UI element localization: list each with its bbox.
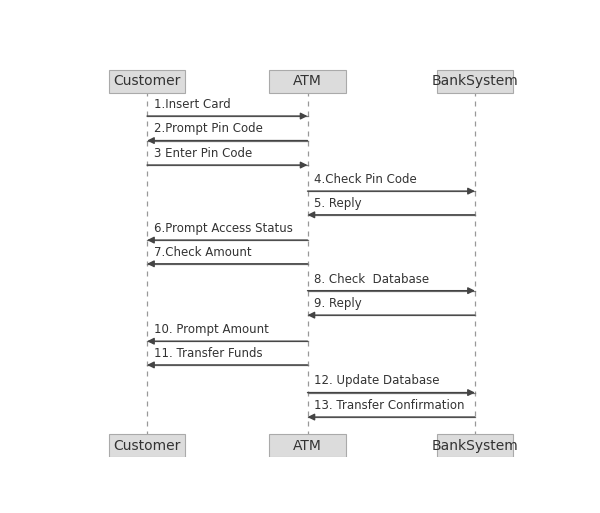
Text: 3 Enter Pin Code: 3 Enter Pin Code: [154, 147, 253, 160]
Text: 9. Reply: 9. Reply: [314, 297, 362, 310]
Text: ATM: ATM: [293, 74, 322, 88]
FancyBboxPatch shape: [269, 70, 346, 93]
FancyBboxPatch shape: [269, 434, 346, 457]
Text: 6.Prompt Access Status: 6.Prompt Access Status: [154, 222, 293, 235]
Text: BankSystem: BankSystem: [431, 439, 518, 452]
FancyBboxPatch shape: [109, 70, 185, 93]
Text: 1.Insert Card: 1.Insert Card: [154, 98, 231, 111]
Text: ATM: ATM: [293, 439, 322, 452]
Text: Customer: Customer: [113, 439, 181, 452]
Text: 8. Check  Database: 8. Check Database: [314, 272, 430, 286]
Text: BankSystem: BankSystem: [431, 74, 518, 88]
Text: 4.Check Pin Code: 4.Check Pin Code: [314, 173, 417, 186]
Text: Customer: Customer: [113, 74, 181, 88]
FancyBboxPatch shape: [437, 70, 513, 93]
Text: 13. Transfer Confirmation: 13. Transfer Confirmation: [314, 399, 465, 412]
FancyBboxPatch shape: [109, 434, 185, 457]
Text: 2.Prompt Pin Code: 2.Prompt Pin Code: [154, 123, 263, 135]
FancyBboxPatch shape: [437, 434, 513, 457]
Text: 12. Update Database: 12. Update Database: [314, 374, 440, 387]
Text: 10. Prompt Amount: 10. Prompt Amount: [154, 323, 269, 336]
Text: 5. Reply: 5. Reply: [314, 196, 362, 210]
Text: 7.Check Amount: 7.Check Amount: [154, 246, 251, 259]
Text: 11. Transfer Funds: 11. Transfer Funds: [154, 347, 263, 360]
